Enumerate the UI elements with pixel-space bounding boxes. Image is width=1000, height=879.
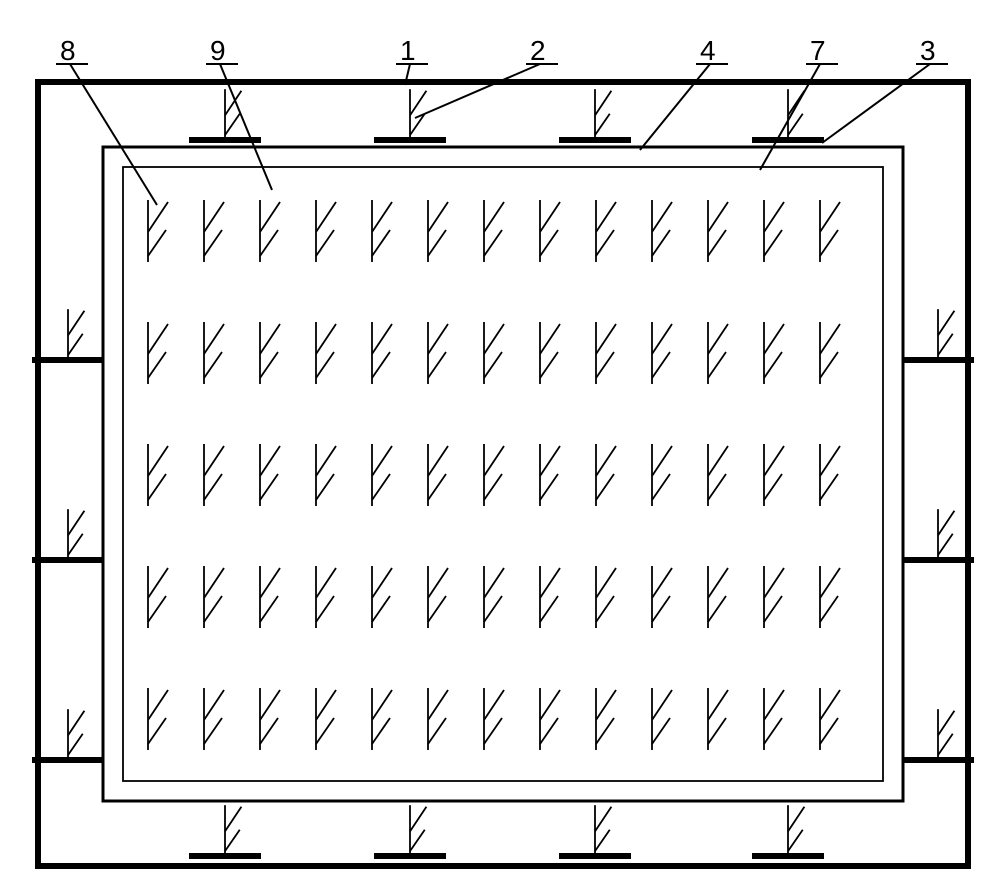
border-plant [32,509,104,560]
callout-label: 1 [400,35,416,66]
callout-label: 3 [920,35,936,66]
border-plant [559,89,631,140]
border-plant [902,509,974,560]
border-plant [902,309,974,360]
diagram-canvas: 8 9 1 2 4 7 3 [0,0,1000,879]
border-plant [374,89,446,140]
inner-plants [148,200,840,750]
callout-label: 7 [810,35,826,66]
callout-label: 8 [60,35,76,66]
border-plant [902,709,974,760]
border-plant [32,709,104,760]
border-plant [374,805,446,856]
callout-label: 9 [210,35,226,66]
callout-4: 4 [640,35,728,150]
callout-3: 3 [822,35,948,143]
callout-8: 8 [56,35,157,205]
border-plant [189,805,261,856]
border-plant [752,805,824,856]
border-plant [752,89,824,140]
callout-2: 2 [415,35,558,118]
callout-label: 2 [530,35,546,66]
border-plant [559,805,631,856]
callout-1: 1 [396,35,428,85]
callout-7: 7 [760,35,838,170]
border-plant [32,309,104,360]
border-plant [189,89,261,140]
callout-label: 4 [700,35,716,66]
